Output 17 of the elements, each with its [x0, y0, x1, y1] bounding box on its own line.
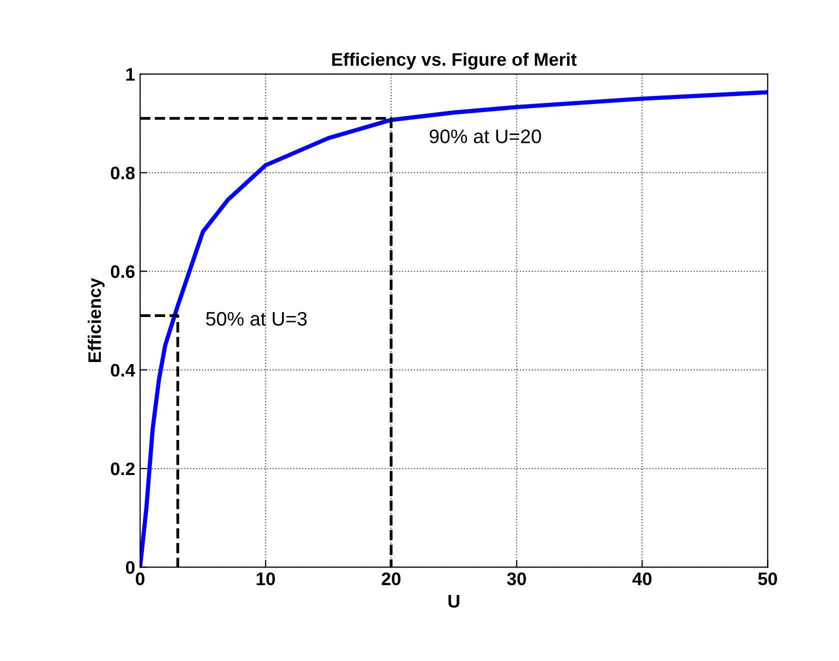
y-tick-label: 0.4 [110, 364, 136, 377]
x-tick-label: 0 [136, 572, 144, 586]
x-tick-label: 20 [382, 572, 400, 586]
y-tick-label: 0.8 [110, 166, 135, 180]
x-tick-label: 10 [256, 572, 275, 586]
annotation: 50% at U=3 [206, 312, 307, 326]
y-tick-label: 1 [126, 68, 135, 81]
y-tick-label: 0 [126, 561, 135, 574]
x-tick-label: 30 [507, 572, 526, 586]
y-tick-label: 0.6 [110, 265, 135, 278]
x-axis-title: U [448, 595, 460, 608]
x-tick-label: 50 [758, 572, 777, 586]
chart-title: Efficiency vs. Figure of Merit [332, 52, 577, 70]
annotation: 90% at U=20 [430, 129, 541, 144]
x-tick-label: 40 [632, 572, 652, 586]
y-tick-label: 0.2 [110, 462, 135, 476]
y-axis-title: Efficiency [88, 278, 105, 362]
